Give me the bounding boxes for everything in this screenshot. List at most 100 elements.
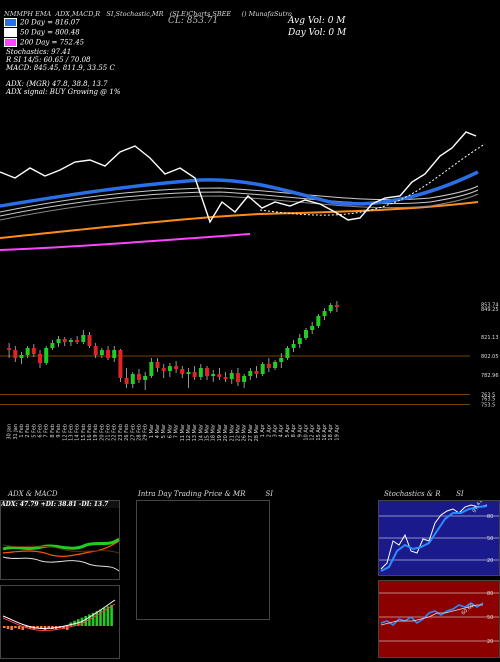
candle-body	[99, 350, 104, 355]
candle-body	[13, 350, 18, 358]
candle-body	[322, 311, 327, 316]
macd-bar	[102, 608, 106, 626]
candle-body	[297, 338, 302, 344]
candle-body	[205, 368, 210, 376]
date-label: 4 Apr	[279, 423, 285, 437]
macd-bar	[88, 614, 91, 626]
stoch-chart: 80 50 20 97.41	[379, 499, 499, 572]
macd-bar	[91, 612, 95, 626]
date-label: 12 Mar	[186, 423, 192, 441]
ema-chart	[0, 131, 486, 251]
date-label: 5 Apr	[285, 423, 291, 437]
candle-body	[242, 376, 247, 382]
candle-body	[93, 346, 98, 355]
date-label: 12 Apr	[310, 423, 316, 441]
ema200-swatch	[4, 38, 17, 47]
date-label: 7 Feb	[44, 424, 50, 438]
date-label: 20 Mar	[223, 423, 229, 441]
macd-bar	[47, 626, 50, 628]
candle-body	[303, 330, 308, 338]
candle-body	[273, 362, 278, 368]
macd-bar	[25, 626, 28, 628]
date-label: 2 Feb	[25, 424, 31, 438]
date-label: 18 Mar	[211, 423, 217, 441]
macd-bar	[6, 626, 10, 629]
header-item: NMMPH EMA	[4, 10, 52, 18]
header-item: () MunafaSutra	[241, 10, 293, 18]
header-item: SI,Stochastic,MR	[106, 10, 164, 18]
rsi-signal-line	[380, 604, 483, 626]
date-label: 5 Mar	[161, 423, 167, 438]
adx-dark-line	[2, 544, 119, 554]
date-label: 23 Feb	[118, 424, 124, 441]
header-item: ADX,MACD,R	[55, 10, 101, 18]
plus-di-line	[2, 537, 119, 551]
macd-panel	[0, 585, 120, 659]
date-label: 16 Apr	[322, 423, 328, 441]
price-tick-label: 821.13	[481, 335, 499, 341]
candle-body	[44, 348, 49, 363]
candle-body	[316, 316, 321, 326]
stoch-k-line	[380, 504, 488, 570]
candle-body	[310, 326, 315, 330]
date-label: 1 Mar	[149, 423, 155, 438]
stat-stoch: Stochastics: 97.41	[6, 48, 72, 56]
date-label: 22 Mar	[235, 423, 241, 441]
rsi-panel: 80 50 20 60.65	[378, 580, 500, 658]
minus-di-line	[2, 556, 119, 572]
price-tick-label: 849.25	[481, 307, 499, 313]
candle-body	[217, 374, 222, 377]
candle-body	[130, 374, 135, 384]
candle-body	[19, 355, 24, 358]
date-label: 19 Apr	[334, 423, 340, 441]
date-label: 4 Mar	[155, 423, 161, 438]
macd-bar	[99, 609, 102, 626]
date-label: 15 Mar	[205, 423, 211, 441]
price-tick-label: 753.5	[481, 403, 495, 409]
date-label: 8 Feb	[50, 424, 56, 438]
candle-body	[328, 305, 333, 311]
date-label: 28 Mar	[254, 423, 260, 441]
date-label: 15 Apr	[316, 423, 322, 441]
date-label: 26 Mar	[242, 423, 248, 441]
date-label: 19 Mar	[217, 423, 223, 441]
candle-body	[62, 339, 67, 342]
candle-body	[7, 348, 12, 350]
macd-signal-line	[2, 603, 116, 631]
candle-body	[124, 378, 129, 384]
stoch-tick-label: 50	[487, 536, 493, 542]
date-label: 26 Feb	[124, 424, 130, 441]
date-label: 8 Apr	[291, 423, 297, 437]
stat-macd: MACD: 845.45, 811.9, 33.55 C	[6, 64, 115, 72]
price-tick-label: 763.5	[481, 393, 495, 399]
date-label: 13 Feb	[68, 424, 74, 441]
candle-body	[229, 373, 234, 379]
candle-body	[180, 369, 185, 374]
date-label: 12 Feb	[62, 424, 68, 441]
date-label: 3 Apr	[273, 423, 279, 437]
price-tick-label: 782.96	[481, 373, 499, 379]
adx-readout: ADX: 47.79 +DI: 38.81 -DI: 13.7	[1, 501, 119, 508]
stoch-tick-label: 20	[487, 558, 493, 564]
rsi-tick-label: 50	[487, 615, 493, 621]
ema200-line	[0, 233, 251, 251]
candle-body	[223, 377, 228, 379]
header-bar: NMMPH EMA ADX,MACD,R SI,Stochastic,MR (S…	[4, 10, 500, 18]
macd-bar	[3, 626, 6, 628]
price-tick-label: 763.5	[481, 397, 495, 403]
adx-line	[2, 540, 119, 557]
candle-body	[81, 335, 86, 342]
candle-body	[118, 350, 123, 378]
macd-bar	[62, 626, 65, 629]
candle-body	[334, 305, 339, 307]
date-label: 11 Mar	[180, 423, 186, 441]
date-label: 9 Apr	[297, 423, 303, 437]
macd-bar	[106, 606, 110, 626]
avg-vol: Avg Vol: 0 M	[288, 16, 346, 26]
stoch-panel-title: Stochastics & R SI	[384, 490, 464, 498]
candle-body	[167, 366, 172, 371]
date-label: 27 Feb	[130, 424, 136, 441]
date-label: 9 Feb	[56, 424, 62, 438]
date-label: 29 Feb	[143, 424, 149, 441]
